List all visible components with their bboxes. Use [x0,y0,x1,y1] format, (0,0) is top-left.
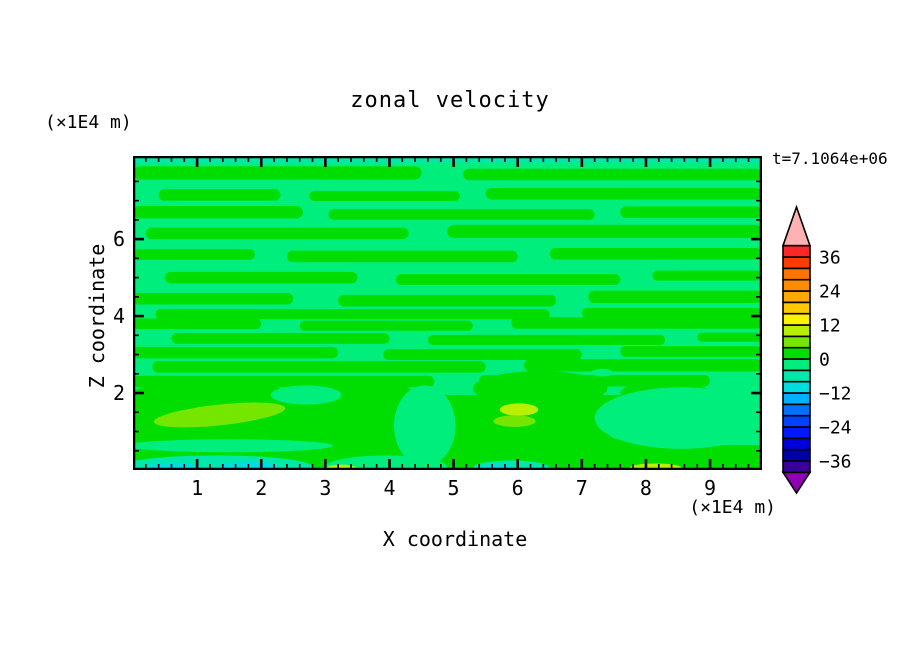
time-annotation: t=7.1064e+06 [772,149,888,168]
colorbar-cell [782,392,811,406]
colorbar-cell [782,301,811,315]
x-tick-label: 3 [319,476,332,500]
colorbar-cell [782,335,811,349]
x-tick-label: 8 [639,476,652,500]
colorbar-cell [782,346,811,360]
colorbar-cell [782,460,811,474]
colorbar-cell [782,437,811,451]
plot-frame [133,156,762,470]
colorbar: 36 24 12 0 −12 −24 −36 [781,204,852,495]
colorbar-cell [782,290,811,304]
colorbar-tick-label: −36 [819,451,852,472]
colorbar-tick-label: 36 [819,248,841,269]
colorbar-cell [782,414,811,428]
y-tick-label: 4 [112,304,125,329]
x-tick-label: 2 [255,476,268,500]
x-tick-label: 7 [575,476,588,500]
colorbar-over-arrow [781,204,812,247]
x-tick-label: 4 [383,476,396,500]
contour-field [133,156,762,470]
x-axis-unit-label: (×1E4 m) [689,497,776,518]
colorbar-cell [782,426,811,440]
colorbar-tick-label: −12 [819,383,852,404]
colorbar-cell [782,312,811,326]
contour-plot [133,156,762,470]
colorbar-cell [782,278,811,292]
x-tick-label: 1 [191,476,204,500]
colorbar-cell [782,448,811,462]
plot-title: zonal velocity [350,88,550,113]
colorbar-under-arrow [781,471,812,495]
colorbar-cell [782,256,811,270]
colorbar-cell [782,358,811,372]
colorbar-cell [782,244,811,258]
x-tick-label: 6 [511,476,524,500]
colorbar-cell [782,403,811,417]
colorbar-cell [782,369,811,383]
colorbar-tick-label: 12 [819,316,841,337]
x-tick-label: 5 [447,476,460,500]
colorbar-tick-label: 0 [819,350,830,371]
x-axis-title: X coordinate [382,527,528,551]
colorbar-cell [782,267,811,281]
x-tick-label: 9 [704,476,717,500]
colorbar-tick-label: −24 [819,417,852,438]
y-tick-label: 2 [112,381,125,406]
colorbar-cell [782,324,811,338]
colorbar-tick-label: 24 [819,282,841,303]
y-axis-title: Z coordinate [85,243,109,389]
y-axis-unit-label: (×1E4 m) [45,112,132,133]
y-tick-label: 6 [112,227,125,252]
colorbar-cell [782,380,811,394]
